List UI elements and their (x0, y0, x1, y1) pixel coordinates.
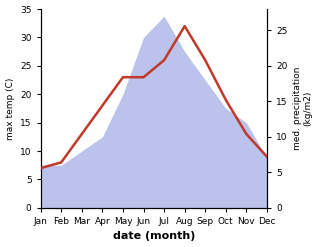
Y-axis label: med. precipitation
(kg/m2): med. precipitation (kg/m2) (293, 67, 313, 150)
Y-axis label: max temp (C): max temp (C) (5, 77, 15, 140)
X-axis label: date (month): date (month) (113, 231, 195, 242)
